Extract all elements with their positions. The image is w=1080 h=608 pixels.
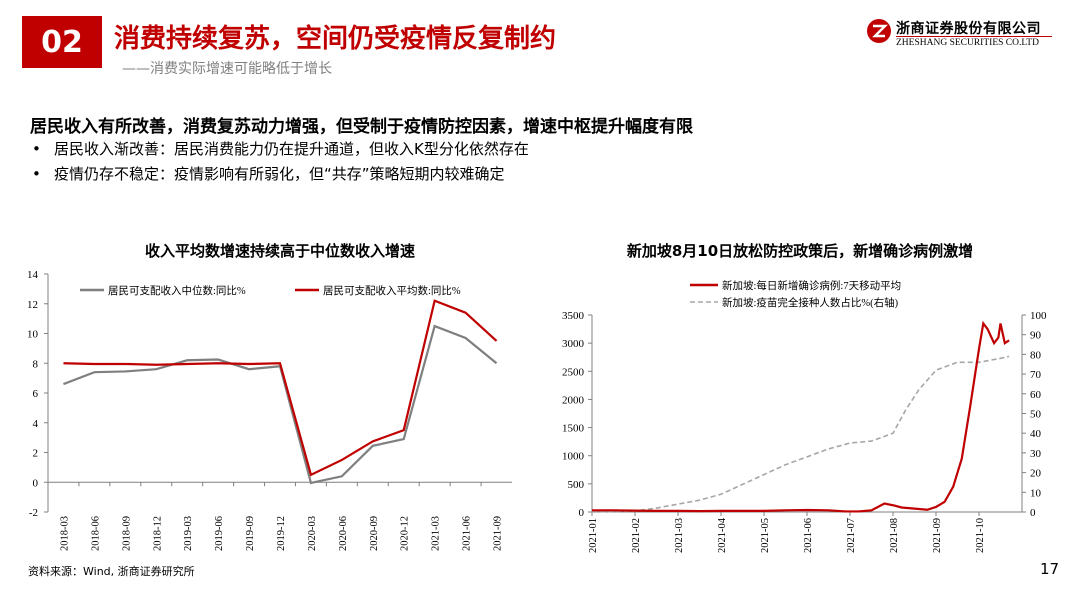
x-tick-label: 2021-09 (493, 516, 504, 551)
y-tick-label: -2 (29, 507, 38, 519)
x-tick-label: 2021-03 (431, 516, 442, 551)
y-tick-label: 3500 (562, 310, 585, 322)
y2-tick-label: 10 (1030, 487, 1042, 499)
series-line-cases (592, 320, 1010, 513)
legend-label: 居民可支配收入中位数:同比% (108, 284, 246, 297)
y-tick-label: 12 (27, 299, 38, 311)
y-tick-label: 6 (33, 388, 39, 400)
brand-name-cn: 浙商证券股份有限公司 (896, 21, 1041, 37)
y2-tick-label: 90 (1030, 330, 1042, 342)
x-tick-label: 2021-09 (932, 518, 943, 553)
y-tick-label: 500 (568, 479, 585, 491)
x-tick-label: 2021-03 (674, 518, 685, 553)
zheshang-logo-icon (866, 18, 892, 48)
y-tick-label: 3000 (562, 338, 585, 350)
x-tick-label: 2021-07 (846, 518, 857, 553)
y-tick-label: 1500 (562, 423, 585, 435)
x-tick-label: 2019-12 (276, 516, 287, 551)
y2-tick-label: 70 (1030, 369, 1042, 381)
bullet-text: 居民收入渐改善：居民消费能力仍在提升通道，但收入K型分化依然存在 (54, 140, 529, 158)
y2-tick-label: 80 (1030, 349, 1042, 361)
series-line-vaccination (591, 355, 1010, 513)
page-subtitle: ——消费实际增速可能略低于增长 (122, 61, 332, 77)
y-tick-label: 0 (579, 507, 585, 519)
legend-label: 居民可支配收入平均数:同比% (323, 284, 461, 297)
headline: 居民收入有所改善，消费复苏动力增强，但受制于疫情防控因素，增速中枢提升幅度有限 (30, 117, 693, 137)
y2-tick-label: 20 (1030, 468, 1042, 480)
series-line-median (63, 324, 498, 485)
y-tick-label: 2000 (562, 394, 585, 406)
x-tick-label: 2019-09 (245, 516, 256, 551)
source-note: 资料来源：Wind, 浙商证券研究所 (28, 565, 195, 578)
x-tick-label: 2020-06 (338, 516, 349, 551)
x-tick-label: 2019-03 (183, 516, 194, 551)
y2-tick-label: 0 (1030, 507, 1036, 519)
page-number: 17 (1040, 560, 1060, 578)
x-tick-label: 2021-01 (588, 518, 599, 553)
singapore-covid-chart: 0 500 1000 1500 2000 2500 3000 3500 0 10 20 30 40 50 6… (562, 279, 1047, 553)
y-tick-label: 0 (33, 477, 39, 489)
y2-tick-label: 60 (1030, 389, 1042, 401)
bullet-dot: • (32, 165, 41, 183)
y2-tick-label: 50 (1030, 409, 1042, 421)
x-tick-label: 2020-09 (369, 516, 380, 551)
y-tick-label: 14 (27, 269, 39, 281)
x-tick-label: 2019-06 (214, 516, 225, 551)
y-tick-label: 2 (33, 448, 39, 460)
series-line-mean (63, 299, 498, 477)
x-tick-label: 2021-04 (717, 517, 728, 553)
chart-title-singapore: 新加坡8月10日放松防控政策后，新增确诊病例激增 (626, 242, 974, 260)
brand-divider (896, 36, 1052, 37)
x-tick-label: 2018-03 (59, 516, 70, 551)
bullet-dot: • (32, 140, 41, 158)
x-tick-label: 2021-10 (975, 518, 986, 553)
y-tick-label: 4 (33, 418, 39, 430)
y-tick-label: 10 (27, 329, 39, 341)
section-number-badge: 02 (22, 16, 102, 68)
x-tick-label: 2020-03 (307, 516, 318, 551)
x-tick-label: 2021-08 (889, 518, 900, 553)
bullet-item: • 疫情仍存不稳定：疫情影响有所弱化，但“共存”策略短期内较难确定 (32, 163, 505, 184)
y-tick-label: 8 (33, 358, 39, 370)
legend-label: 新加坡:疫苗完全接种人数占比%(右轴) (722, 296, 899, 309)
x-tick-label: 2018-06 (90, 516, 101, 551)
y-tick-label: 1000 (562, 451, 585, 463)
brand-name-en: ZHESHANG SECURITIES CO.LTD (896, 38, 1039, 48)
y2-tick-label: 100 (1030, 310, 1047, 322)
bullet-text: 疫情仍存不稳定：疫情影响有所弱化，但“共存”策略短期内较难确定 (54, 165, 505, 183)
y-tick-label: 2500 (562, 366, 585, 378)
x-tick-label: 2021-06 (803, 518, 814, 553)
x-tick-label: 2021-06 (462, 516, 473, 551)
y2-tick-label: 40 (1030, 428, 1042, 440)
bullet-item: • 居民收入渐改善：居民消费能力仍在提升通道，但收入K型分化依然存在 (32, 138, 529, 159)
chart-title-income: 收入平均数增速持续高于中位数收入增速 (144, 242, 415, 260)
x-tick-label: 2018-12 (152, 516, 163, 551)
y2-tick-label: 30 (1030, 448, 1042, 460)
legend-label: 新加坡:每日新增确诊病例:7天移动平均 (722, 279, 901, 292)
x-tick-label: 2018-09 (121, 516, 132, 551)
x-tick-label: 2020-12 (400, 516, 411, 551)
x-tick-label: 2021-05 (760, 518, 771, 553)
x-tick-label: 2021-02 (631, 518, 642, 553)
income-growth-chart: -2 0 2 4 6 8 10 12 14 2018-03 2018-06 2018-09 2018-1… (27, 269, 512, 551)
page-title: 消费持续复苏，空间仍受疫情反复制约 (114, 24, 557, 54)
